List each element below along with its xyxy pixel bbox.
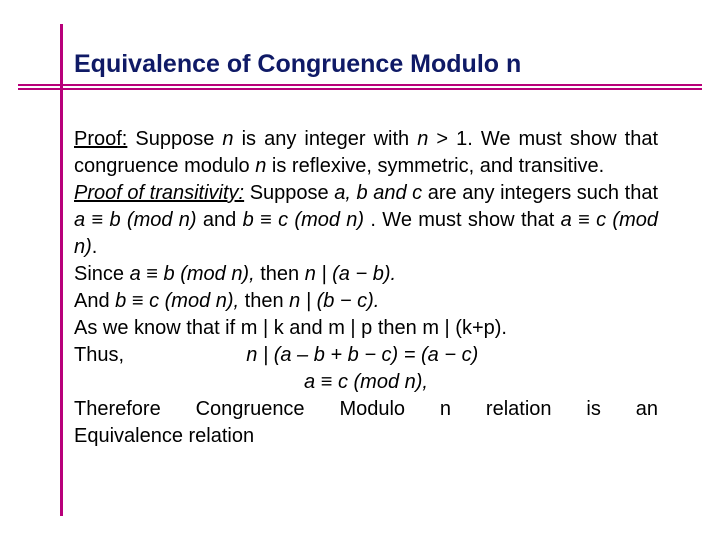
para-3: Since a ≡ b (mod n), then n | (a − b). <box>74 261 658 288</box>
slide-title: Equivalence of Congruence Modulo n <box>74 50 521 79</box>
para-9: Equivalence relation <box>74 423 658 450</box>
slide: Equivalence of Congruence Modulo n Proof… <box>0 0 720 540</box>
decor-horizontal-line-bottom <box>18 88 702 90</box>
proof-label: Proof: <box>74 128 127 150</box>
decor-vertical-line <box>60 24 63 516</box>
decor-horizontal-line-top <box>18 84 702 86</box>
para-2: Proof of transitivity: Suppose a, b and … <box>74 180 658 261</box>
slide-body: Proof: Suppose n is any integer with n >… <box>74 126 658 450</box>
para-8: Therefore Congruence Modulo n relation i… <box>74 396 658 423</box>
para-6: Thus, n | (a – b + b − c) = (a − c) <box>74 342 658 369</box>
transitivity-label: Proof of transitivity: <box>74 182 244 204</box>
para-4: And b ≡ c (mod n), then n | (b − c). <box>74 288 658 315</box>
para-5: As we know that if m | k and m | p then … <box>74 315 658 342</box>
para-1: Proof: Suppose n is any integer with n >… <box>74 126 658 180</box>
para-7: a ≡ c (mod n), <box>74 369 658 396</box>
